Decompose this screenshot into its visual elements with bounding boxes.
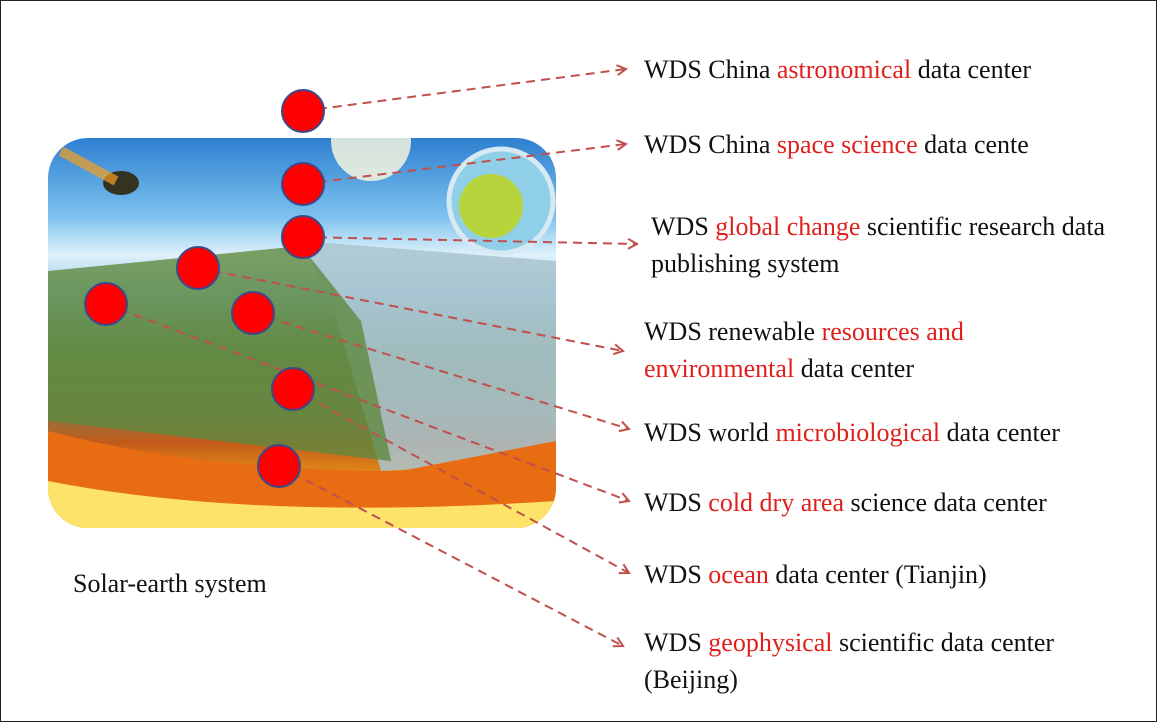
- label-text: WDS: [644, 628, 709, 657]
- highlight-text: global change: [715, 212, 861, 241]
- data-center-label: WDS global change scientific research da…: [651, 208, 1131, 282]
- label-text: data cente: [917, 130, 1029, 159]
- highlight-text: cold dry area: [708, 488, 844, 517]
- data-center-label: WDS China astronomical data center: [644, 51, 1144, 88]
- data-center-label: WDS ocean data center (Tianjin): [644, 556, 1154, 593]
- label-text: data center: [911, 55, 1031, 84]
- highlight-text: astronomical: [776, 55, 912, 84]
- dashed-arrow: [105, 303, 629, 501]
- dashed-arrow: [302, 69, 626, 112]
- label-text: WDS renewable: [644, 317, 822, 346]
- dashed-arrow: [292, 388, 629, 573]
- label-text: WDS China: [644, 55, 777, 84]
- data-center-label: WDS renewable resources and environmenta…: [644, 313, 1044, 387]
- label-text: data center: [794, 354, 914, 383]
- highlight-text: geophysical: [708, 628, 833, 657]
- label-text: data center (Tianjin): [768, 560, 987, 589]
- label-text: science data center: [843, 488, 1047, 517]
- red-dot: [271, 367, 315, 411]
- red-dot: [281, 215, 325, 259]
- label-text: scientific research data publishing syst…: [651, 212, 1106, 278]
- label-text: data center: [940, 418, 1060, 447]
- red-dot: [257, 444, 301, 488]
- red-dot: [281, 162, 325, 206]
- label-text: scientific data center (Beijing): [644, 628, 1055, 694]
- highlight-text: space science: [776, 130, 918, 159]
- dashed-arrow: [302, 144, 626, 185]
- label-text: WDS China: [644, 130, 777, 159]
- red-dot: [281, 89, 325, 133]
- label-text: WDS world: [644, 418, 776, 447]
- label-text: WDS: [644, 488, 709, 517]
- data-center-label: WDS world microbiological data center: [644, 414, 1154, 451]
- label-text: WDS: [644, 560, 709, 589]
- highlight-text: resources and environmental: [644, 317, 964, 383]
- data-center-label: WDS cold dry area science data center: [644, 484, 1154, 521]
- dashed-arrow: [302, 236, 637, 244]
- label-text: WDS: [651, 212, 716, 241]
- dashed-arrow: [197, 267, 623, 351]
- caption: Solar-earth system: [73, 569, 267, 598]
- highlight-text: microbiological: [775, 418, 941, 447]
- dashed-arrow: [278, 465, 623, 646]
- red-dot: [176, 246, 220, 290]
- data-center-label: WDS China space science data cente: [644, 126, 1144, 163]
- data-center-label: WDS geophysical scientific data center (…: [644, 624, 1114, 698]
- dashed-arrow: [252, 312, 629, 429]
- red-dot: [84, 282, 128, 326]
- highlight-text: ocean: [708, 560, 769, 589]
- red-dot: [231, 291, 275, 335]
